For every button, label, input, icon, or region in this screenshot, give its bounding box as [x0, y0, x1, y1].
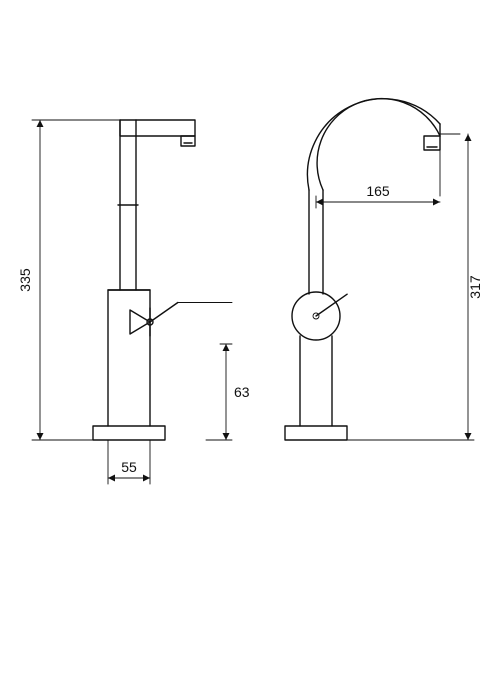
- dim-height-335: 335: [17, 268, 33, 292]
- dim-reach-165: 165: [366, 183, 390, 199]
- dim-lever-63: 63: [234, 384, 250, 400]
- dim-base-55: 55: [121, 459, 137, 475]
- faucet-dimension-diagram: { "diagram": { "type": "technical-drawin…: [0, 0, 500, 700]
- dim-outlet-317: 317: [467, 275, 483, 299]
- drawing-canvas: 335 55 63 165 317: [0, 0, 500, 700]
